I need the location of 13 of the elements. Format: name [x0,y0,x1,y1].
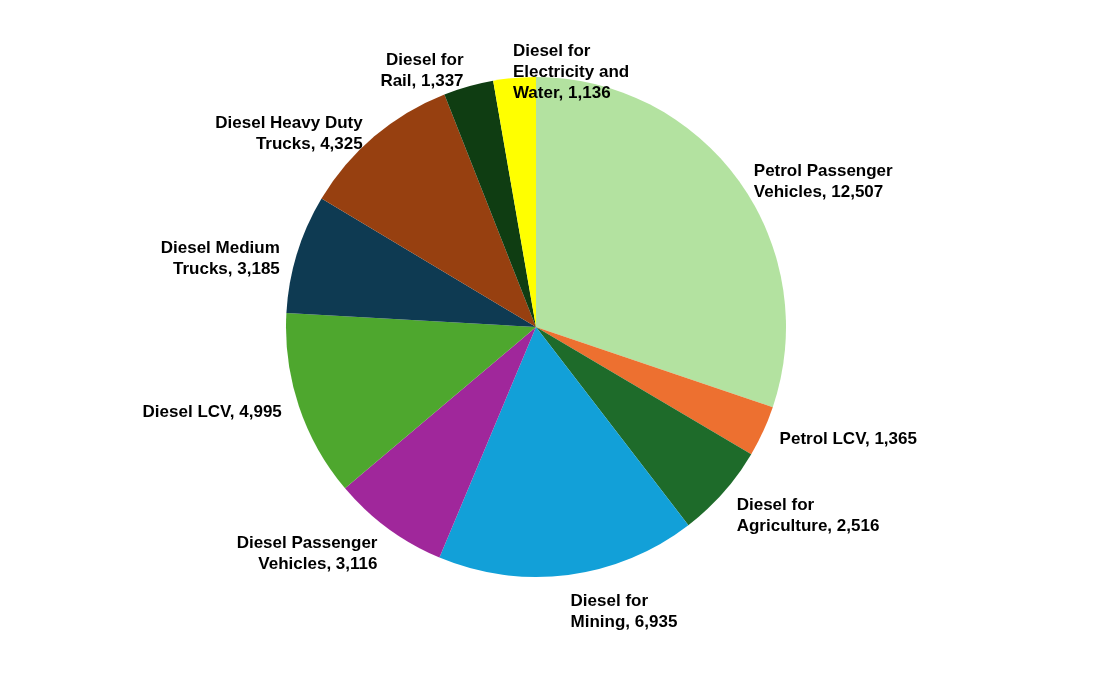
slice-label: Diesel LCV, 4,995 [142,401,282,421]
pie-slice [286,312,536,489]
slice-label: Diesel for Rail, 1,337 [380,49,464,90]
pie-slice [286,198,536,327]
slice-label: Diesel Passenger Vehicles, 3,116 [236,533,378,574]
slice-label: Petrol Passenger Vehicles, 12,507 [753,160,894,201]
slice-label: Diesel for Mining, 6,935 [570,590,678,631]
slice-label: Diesel Medium Trucks, 3,185 [160,238,280,279]
slice-label: Diesel for Agriculture, 2,516 [736,494,880,535]
slice-label: Diesel Heavy Duty Trucks, 4,325 [215,112,364,153]
slice-label: Petrol LCV, 1,365 [779,428,917,448]
pie-slice [439,327,689,577]
pie-slice [536,327,773,455]
